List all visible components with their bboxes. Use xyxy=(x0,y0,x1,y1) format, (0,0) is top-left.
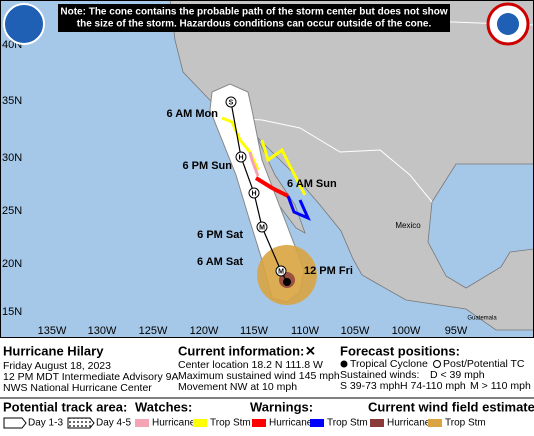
point-intensity: M xyxy=(259,224,265,231)
time-label: 6 AM Sat xyxy=(197,256,243,268)
lon-label: 105W xyxy=(341,325,370,337)
legend-text: Trop Stm xyxy=(210,418,251,429)
current-position xyxy=(283,278,291,286)
current-line: Movement NW at 10 mph xyxy=(178,381,297,393)
legend-heading: Potential track area: xyxy=(3,399,127,414)
legend-text: Trop Stm xyxy=(327,418,368,429)
lat-label: 30N xyxy=(2,152,22,164)
lon-label: 120W xyxy=(190,325,219,337)
advisory: 12 PM MDT Intermediate Advisory 9A xyxy=(3,371,178,383)
point-intensity: H xyxy=(251,190,256,197)
post-tc-symbol xyxy=(433,360,441,368)
lat-label: 20N xyxy=(2,258,22,270)
forecast-point xyxy=(248,187,260,199)
legend-heading: Warnings: xyxy=(250,399,313,414)
trop-storm-watch-swatch xyxy=(193,419,207,427)
time-label: 6 AM Sun xyxy=(287,178,337,190)
legend-text: Hurricane xyxy=(387,418,431,429)
legend-text: D < 39 mph xyxy=(430,369,485,381)
storm-name: Hurricane Hilary xyxy=(3,343,104,358)
legend-text: Tropical Cyclone xyxy=(350,358,428,370)
forecast-points: M M H H S xyxy=(225,96,287,277)
lon-label: 135W xyxy=(38,325,67,337)
office: NWS National Hurricane Center xyxy=(3,382,152,394)
legend-text: Day 1-3 xyxy=(28,418,63,429)
note: the size of the storm. Hazardous conditi… xyxy=(77,19,432,30)
lon-label: 100W xyxy=(392,325,421,337)
legend-text: M > 110 mph xyxy=(470,380,531,392)
lon-label: 115W xyxy=(240,325,269,337)
hurricane-watch xyxy=(248,151,260,177)
lat-label: 15N xyxy=(2,306,22,318)
place-label: Mexico xyxy=(395,221,421,230)
forecast-point xyxy=(235,151,247,163)
trop-storm-warning xyxy=(286,195,311,221)
legend-text: H 74-110 mph xyxy=(400,380,466,392)
lon-label: 130W xyxy=(88,325,117,337)
note: Note: The cone contains the probable pat… xyxy=(60,7,447,18)
forecast-point xyxy=(256,221,268,233)
time-label: 6 PM Sun xyxy=(182,160,232,172)
point-intensity: H xyxy=(238,154,243,161)
hurricane-wind-swatch xyxy=(370,419,384,427)
time-label: 6 PM Sat xyxy=(197,229,243,241)
lat-label: 35N xyxy=(2,95,22,107)
time-label: 6 AM Mon xyxy=(166,108,218,120)
border xyxy=(225,117,433,203)
legend-text: Hurricane xyxy=(269,418,313,429)
nws-logo xyxy=(497,13,519,35)
forecast-heading: Forecast positions: xyxy=(340,343,460,358)
note-box xyxy=(58,4,450,32)
lon-label: 125W xyxy=(139,325,168,337)
legend-heading: Watches: xyxy=(135,399,192,414)
hurricane-watch-swatch xyxy=(135,419,149,427)
lat-label: 25N xyxy=(2,205,22,217)
current-heading: Current information: xyxy=(178,343,304,358)
trop-storm-wind-swatch xyxy=(428,419,442,427)
day13-swatch xyxy=(3,417,27,429)
time-label: 12 PM Fri xyxy=(304,265,353,277)
current-line: Center location 18.2 N 111.8 W xyxy=(178,359,323,371)
legend-heading: Current wind field estimate: xyxy=(368,399,534,414)
point-intensity: M xyxy=(278,268,284,275)
legend-text: Hurricane xyxy=(152,418,196,429)
legend-text: Day 4-5 xyxy=(96,418,131,429)
forecast-point xyxy=(275,265,287,277)
trop-storm-watch xyxy=(260,139,307,196)
lon-label: 95W xyxy=(445,325,468,337)
hurricane-warning-swatch xyxy=(252,419,266,427)
legend-text: Trop Stm xyxy=(445,418,486,429)
hurricane-warning xyxy=(254,176,289,198)
storm-date: Friday August 18, 2023 xyxy=(3,360,111,372)
tc-symbol xyxy=(340,360,348,368)
lon-label: 110W xyxy=(291,325,320,337)
legend-text: Post/Potential TC xyxy=(443,358,525,370)
trop-storm-warning-swatch xyxy=(310,419,324,427)
current-symbol: ✕ xyxy=(305,343,316,358)
legend-text: Sustained winds: xyxy=(340,369,419,381)
legend-text: S 39-73 mph xyxy=(340,380,400,392)
forecast-point xyxy=(225,96,237,108)
noaa-logo xyxy=(3,3,45,45)
place-label: Guatemala xyxy=(467,316,497,322)
day45-swatch xyxy=(67,417,95,429)
point-intensity: S xyxy=(229,99,234,106)
current-line: Maximum sustained wind 145 mph xyxy=(178,370,340,382)
